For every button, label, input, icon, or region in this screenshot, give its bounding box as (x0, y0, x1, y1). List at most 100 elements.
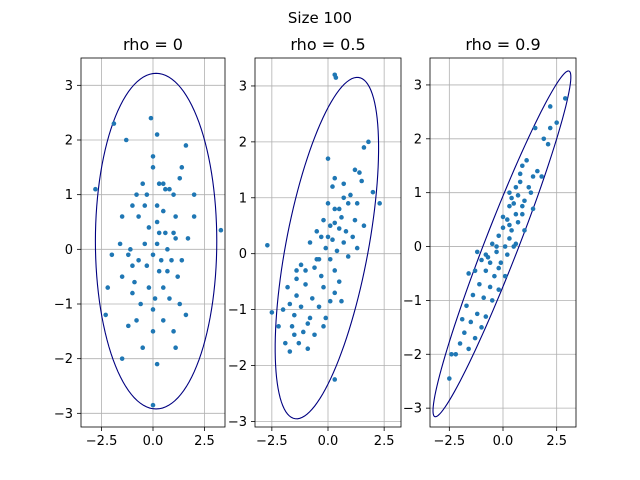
scatter-point (144, 192, 150, 197)
scatter-point (175, 274, 180, 279)
scatter-point (341, 240, 347, 245)
scatter-point (545, 141, 551, 147)
scatter-point (154, 219, 160, 225)
scatter-point (332, 220, 338, 226)
scatter-point (332, 175, 338, 181)
scatter-point (150, 154, 156, 159)
scatter-point (513, 184, 519, 190)
y-tick-label: 0 (414, 240, 422, 255)
scatter-point (140, 181, 146, 187)
scatter-point (492, 273, 497, 279)
scatter-point (327, 223, 333, 229)
scatter-point (520, 203, 525, 209)
scatter-point (128, 247, 133, 252)
y-tick-label: −1 (54, 298, 73, 313)
scatter-point (287, 301, 293, 307)
scatter-point (150, 252, 156, 258)
y-tick-label: 3 (414, 78, 422, 93)
scatter-point (312, 265, 317, 270)
scatter-point (526, 184, 532, 190)
scatter-point (532, 125, 538, 131)
scatter-point (511, 244, 517, 249)
scatter-point (524, 158, 529, 163)
y-tick-label: 3 (239, 79, 247, 94)
y-tick-label: 3 (65, 79, 73, 94)
subplot-title: rho = 0.9 (465, 35, 540, 54)
scatter-point (325, 201, 331, 206)
scatter-point (183, 312, 189, 318)
scatter-point (316, 304, 322, 310)
scatter-point (156, 268, 162, 274)
scatter-point (156, 181, 162, 187)
y-tick-label: −2 (403, 348, 422, 363)
scatter-point (336, 206, 342, 212)
scatter-point (522, 228, 527, 233)
y-tick-label: 0 (239, 247, 247, 262)
scatter-point (283, 340, 288, 346)
x-tick-label: 0.0 (318, 434, 339, 449)
scatter-point (361, 223, 367, 229)
scatter-point (474, 311, 480, 317)
scatter-point (152, 296, 158, 301)
x-tick-label: 2.5 (546, 434, 567, 449)
scatter-point (312, 332, 317, 338)
scatter-point (489, 298, 495, 303)
scatter-point (305, 346, 311, 352)
scatter-point (171, 230, 176, 236)
scatter-point (318, 273, 324, 279)
scatter-point (509, 195, 514, 201)
scatter-point (339, 298, 344, 304)
scatter-point (507, 190, 512, 195)
y-tick-label: 1 (239, 191, 247, 206)
scatter-point (487, 284, 493, 290)
scatter-point (136, 257, 141, 263)
y-tick-label: −2 (54, 352, 73, 367)
plot-area (432, 70, 572, 418)
scatter-point (142, 203, 148, 208)
scatter-point (150, 329, 156, 334)
scatter-point (483, 268, 489, 274)
scatter-point (504, 217, 510, 222)
scatter-point (366, 139, 371, 145)
scatter-point (309, 296, 315, 301)
scatter-point (119, 356, 125, 361)
scatter-point (136, 214, 141, 219)
scatter-point (294, 268, 299, 273)
scatter-point (345, 201, 351, 206)
scatter-point (472, 335, 478, 341)
subplot-3: −2.5 0.0 2.5 −3 −2 −1 0 1 2 3 rho = 0.9 (403, 35, 577, 449)
scatter-point (303, 282, 308, 287)
scatter-point (156, 230, 162, 236)
scatter-point (171, 329, 176, 334)
scatter-point (292, 312, 297, 318)
scatter-point (173, 236, 178, 241)
y-tick-label: −3 (54, 407, 73, 422)
confidence-ellipse (94, 72, 218, 410)
scatter-point (327, 256, 333, 262)
scatter-point (103, 312, 108, 318)
scatter-point (130, 263, 135, 269)
scatter-point (330, 237, 335, 242)
scatter-point (269, 310, 275, 315)
scatter-point (300, 329, 306, 335)
scatter-point (160, 181, 166, 187)
scatter-point (298, 304, 304, 310)
y-tick-label: 1 (414, 186, 422, 201)
scatter-point (93, 186, 98, 192)
scatter-point (348, 192, 353, 198)
scatter-point (298, 262, 304, 268)
scatter-point (466, 271, 471, 276)
scatter-point (517, 171, 523, 177)
scatter-point (140, 345, 146, 351)
scatter-point (457, 341, 463, 346)
y-tick-label: 2 (239, 135, 247, 150)
scatter-point (303, 268, 308, 273)
y-tick-label: −2 (228, 359, 247, 374)
plot-area (93, 72, 224, 410)
scatter-point (285, 284, 290, 290)
scatter-point (487, 260, 493, 266)
scatter-point (352, 217, 358, 223)
scatter-point (520, 211, 525, 217)
